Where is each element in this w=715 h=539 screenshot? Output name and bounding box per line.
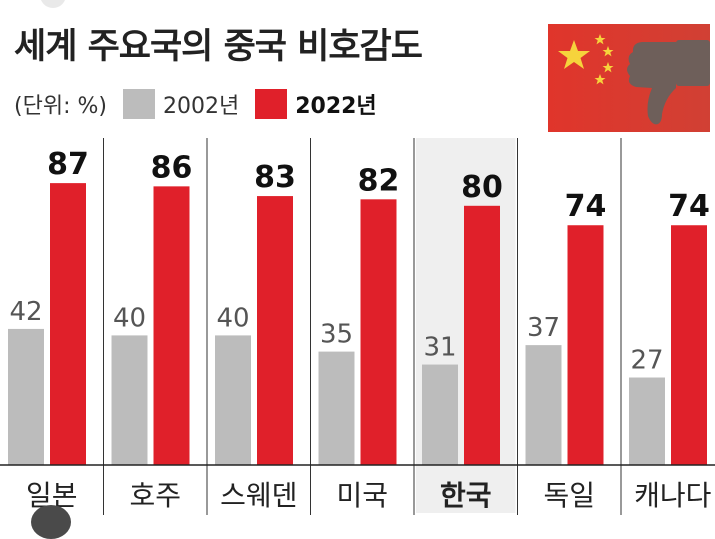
category-label: 스웨덴 <box>220 479 297 512</box>
category-label: 캐나다 <box>634 479 711 512</box>
bar-2002 <box>422 364 458 465</box>
bar-2022 <box>671 225 707 465</box>
logo-icon <box>31 505 71 539</box>
legend-label-2022: 2022년 <box>295 94 377 119</box>
bar-2002 <box>111 335 148 465</box>
bar-2002 <box>629 377 665 465</box>
legend-label-2002: 2002년 <box>162 94 240 119</box>
bar-2022 <box>50 183 86 465</box>
china-flag-icon <box>548 24 710 132</box>
bar-2002 <box>525 345 562 465</box>
bar-2002 <box>318 351 355 465</box>
top-logo-icon <box>40 0 66 8</box>
data-label-2002: 35 <box>320 320 353 350</box>
thumbs-down-icon <box>627 40 710 125</box>
flag-small-star <box>594 34 606 45</box>
legend-swatch-2002 <box>122 89 155 119</box>
category-label: 호주 <box>129 479 181 512</box>
data-label-2002: 40 <box>113 303 146 333</box>
data-label-2022: 80 <box>461 170 503 205</box>
highlight-band <box>416 138 516 513</box>
data-label-2002: 40 <box>216 303 249 333</box>
bar-2002 <box>215 335 251 465</box>
data-label-2002: 37 <box>527 313 560 343</box>
bar-2022 <box>257 196 293 465</box>
category-label: 미국 <box>336 479 388 512</box>
category-label: 독일 <box>543 479 595 512</box>
data-label-2002: 31 <box>423 333 456 363</box>
data-label-2022: 82 <box>358 163 400 198</box>
flag-small-star <box>602 46 614 57</box>
data-label-2022: 86 <box>151 150 193 185</box>
bar-2002 <box>8 328 44 465</box>
flag-big-star <box>558 40 590 69</box>
bar-2022 <box>464 205 500 466</box>
data-label-2002: 42 <box>9 297 42 327</box>
data-label-2002: 27 <box>630 346 663 376</box>
unit-label: (단위: %) <box>14 94 107 119</box>
data-label-2022: 74 <box>668 189 710 224</box>
bar-2022 <box>360 199 397 465</box>
bar-2022 <box>567 225 604 465</box>
data-label-2022: 83 <box>254 160 296 195</box>
data-label-2022: 74 <box>565 189 607 224</box>
bar-2022 <box>153 186 190 466</box>
legend: (단위: %) 2002년 2022년 <box>14 86 377 122</box>
chart-title: 세계 주요국의 중국 비호감도 <box>14 27 423 67</box>
flag-small-star <box>594 74 606 85</box>
category-label: 한국 <box>440 479 492 512</box>
legend-swatch-2022 <box>255 89 288 119</box>
data-label-2022: 87 <box>47 147 89 182</box>
flag-small-star <box>602 62 614 73</box>
